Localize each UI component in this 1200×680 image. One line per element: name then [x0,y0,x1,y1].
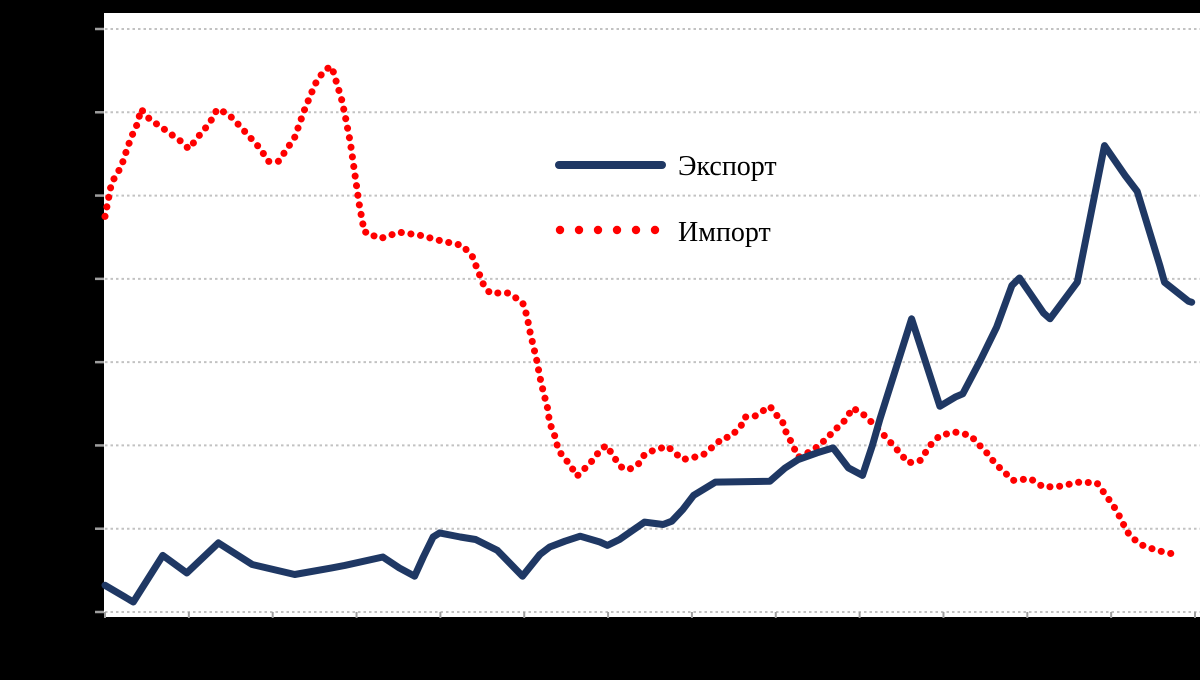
y-axis-ticks [95,27,104,614]
export-series-line [101,142,1196,606]
import-series-line [101,63,1184,559]
legend-export-label: Экспорт [678,151,777,182]
x-axis-ticks [104,612,1196,618]
legend-item-import: Импорт [555,217,771,248]
legend-item-export: Экспорт [555,151,777,182]
legend: Экспорт Импорт [555,151,777,248]
import-dots-swatch [555,225,660,235]
legend-import-label: Импорт [678,217,771,248]
gridlines [105,28,1200,613]
plot-area [104,13,1200,617]
